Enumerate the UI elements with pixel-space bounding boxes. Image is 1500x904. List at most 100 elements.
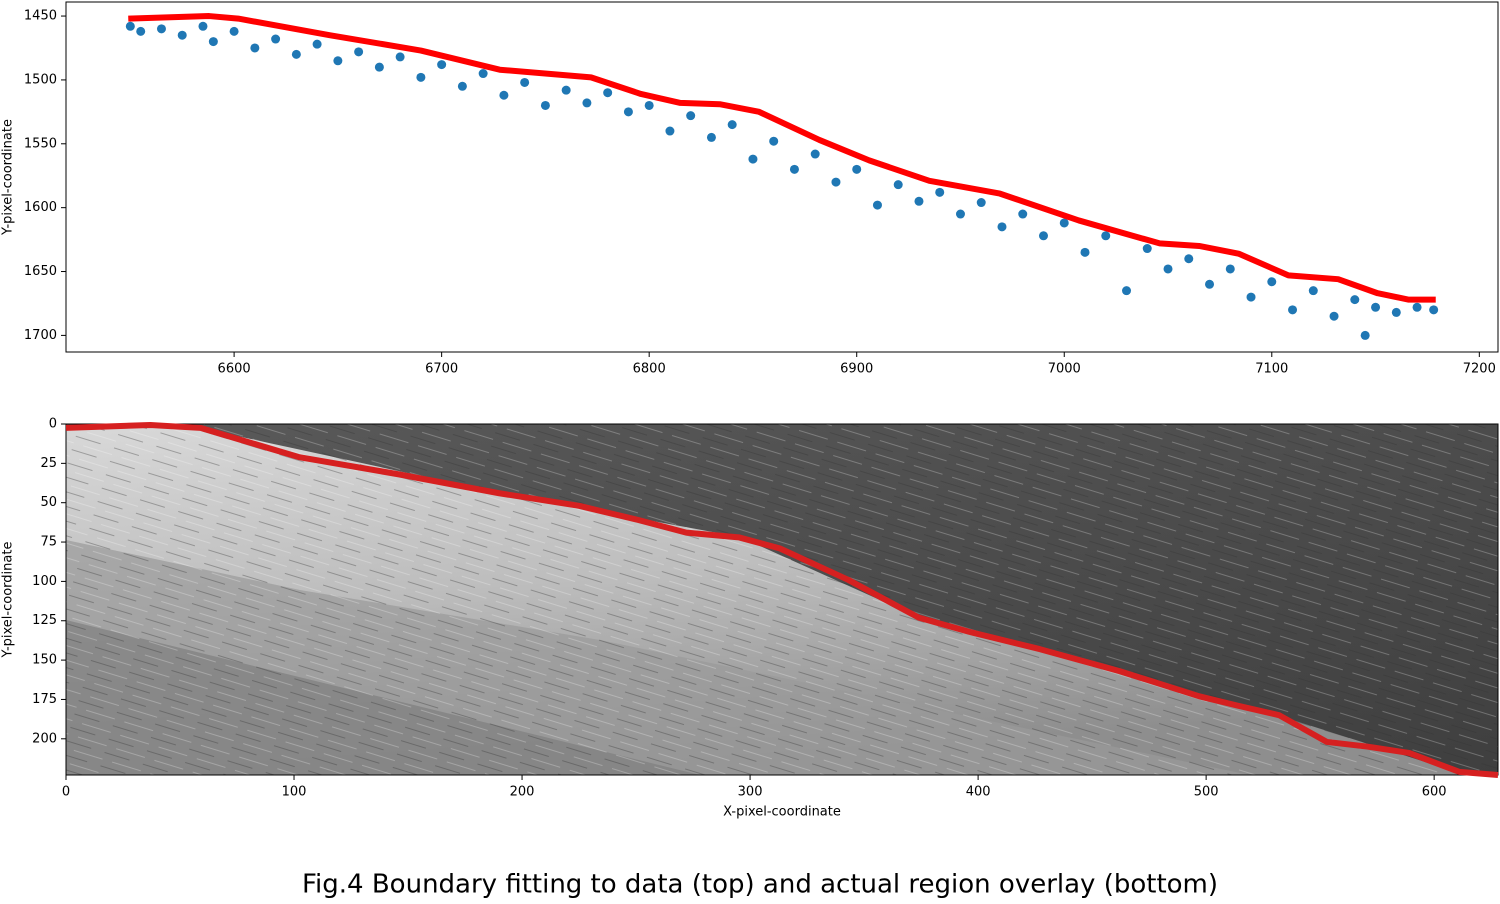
- data-point: [1329, 311, 1339, 321]
- data-point: [457, 81, 467, 91]
- data-point: [333, 56, 343, 66]
- y-tick-label: 200: [32, 731, 57, 746]
- y-tick-label: 1550: [24, 136, 57, 151]
- data-point: [1163, 264, 1173, 274]
- data-point: [1308, 286, 1318, 296]
- data-point: [271, 34, 281, 44]
- data-point: [955, 209, 965, 219]
- data-point: [1018, 209, 1028, 219]
- data-point: [229, 26, 239, 36]
- data-point: [582, 98, 592, 108]
- data-point: [1391, 307, 1401, 317]
- data-point: [727, 120, 737, 130]
- data-point: [706, 132, 716, 142]
- data-point: [1142, 244, 1152, 254]
- data-point: [374, 62, 384, 72]
- y-tick-label: 150: [32, 653, 57, 668]
- y-tick-label: 1700: [24, 328, 57, 343]
- y-tick-label: 100: [32, 574, 57, 589]
- data-point: [478, 69, 488, 79]
- x-tick-label: 6800: [633, 362, 666, 377]
- data-point: [893, 180, 903, 190]
- data-point: [1122, 286, 1132, 296]
- y-axis-label: Y-pixel-coordinate: [1, 542, 16, 659]
- x-axis-label: X-pixel-coordinate: [723, 805, 841, 820]
- data-point: [1371, 302, 1381, 312]
- data-point: [1246, 292, 1256, 302]
- data-point: [935, 187, 945, 197]
- data-point: [603, 88, 613, 98]
- x-tick-label: 300: [738, 785, 763, 800]
- data-point: [686, 111, 696, 121]
- data-point: [748, 154, 758, 164]
- data-point: [177, 30, 187, 40]
- background-image: [66, 424, 1498, 775]
- data-point: [499, 90, 509, 100]
- data-point: [1267, 277, 1277, 287]
- data-point: [831, 177, 841, 187]
- data-point: [997, 222, 1007, 232]
- data-point: [976, 198, 986, 208]
- x-tick-label: 400: [966, 785, 991, 800]
- data-point: [1101, 231, 1111, 241]
- y-tick-label: 0: [49, 417, 57, 432]
- data-point: [1059, 218, 1069, 228]
- x-tick-label: 500: [1194, 785, 1219, 800]
- y-tick-label: 1450: [24, 9, 57, 24]
- y-tick-label: 1600: [24, 200, 57, 215]
- data-point: [1288, 305, 1298, 315]
- data-point: [1429, 305, 1439, 315]
- boundary-line: [65, 421, 1499, 778]
- data-point: [208, 37, 218, 47]
- data-point: [395, 52, 405, 62]
- data-point: [1360, 330, 1370, 340]
- data-point: [1205, 279, 1215, 289]
- data-point: [810, 149, 820, 159]
- x-tick-label: 6600: [218, 362, 251, 377]
- data-point: [914, 196, 924, 206]
- y-tick-label: 50: [40, 495, 57, 510]
- data-point: [1080, 247, 1090, 257]
- data-point: [1225, 264, 1235, 274]
- y-tick-label: 125: [32, 613, 57, 628]
- data-point: [1184, 254, 1194, 264]
- data-point: [291, 49, 301, 59]
- axes-frame: [65, 1, 1499, 353]
- data-point: [136, 26, 146, 36]
- x-tick-label: 6700: [425, 362, 458, 377]
- axes-frame: [65, 423, 1499, 776]
- data-point: [156, 24, 166, 34]
- data-point: [789, 164, 799, 174]
- data-point: [250, 43, 260, 53]
- data-point: [769, 136, 779, 146]
- boundary-line: [128, 13, 1436, 303]
- y-tick-label: 1500: [24, 72, 57, 87]
- data-point: [198, 21, 208, 31]
- x-tick-label: 7100: [1255, 362, 1288, 377]
- data-point: [354, 47, 364, 57]
- x-tick-label: 100: [282, 785, 307, 800]
- data-point: [312, 39, 322, 49]
- data-point: [665, 126, 675, 136]
- data-point: [852, 164, 862, 174]
- data-point: [1350, 295, 1360, 305]
- x-tick-label: 600: [1422, 785, 1447, 800]
- data-point: [644, 100, 654, 110]
- data-point: [540, 100, 550, 110]
- y-tick-label: 75: [40, 535, 57, 550]
- data-point: [623, 107, 633, 117]
- x-tick-label: 200: [510, 785, 535, 800]
- y-axis-label: Y-pixel-coordinate: [1, 119, 16, 236]
- data-point: [561, 85, 571, 95]
- y-tick-label: 1650: [24, 264, 57, 279]
- y-tick-label: 175: [32, 692, 57, 707]
- x-tick-label: 6900: [840, 362, 873, 377]
- data-point: [872, 200, 882, 210]
- data-point: [520, 77, 530, 87]
- x-tick-label: 0: [62, 785, 70, 800]
- y-tick-label: 25: [40, 456, 57, 471]
- data-point: [437, 60, 447, 70]
- data-point: [1038, 231, 1048, 241]
- x-tick-label: 7000: [1048, 362, 1081, 377]
